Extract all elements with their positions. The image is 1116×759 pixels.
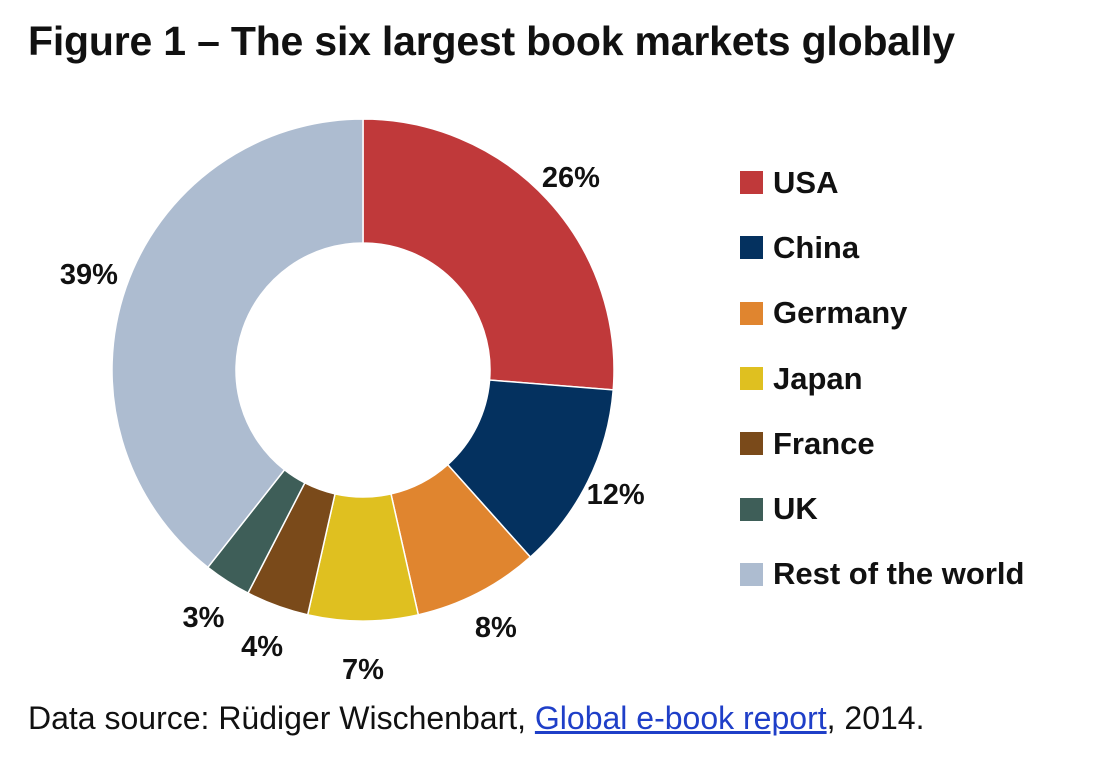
source-prefix: Data source: Rüdiger Wischenbart, <box>28 700 526 736</box>
data-label-china: 12% <box>587 479 645 511</box>
legend-label: Rest of the world <box>773 556 1025 592</box>
legend-item-usa: USA <box>740 150 1024 215</box>
legend-swatch <box>740 432 763 456</box>
data-label-rest-of-the-world: 39% <box>60 259 118 291</box>
labels-group: 26% 12% 8% 7% 4% 3% 39% <box>60 162 645 686</box>
legend-item-japan: Japan <box>740 346 1024 411</box>
legend-item-france: France <box>740 411 1024 476</box>
legend-item-uk: UK <box>740 476 1024 541</box>
legend-swatch <box>740 562 763 586</box>
legend-swatch <box>740 171 763 195</box>
chart-title: Figure 1 – The six largest book markets … <box>28 18 955 64</box>
legend-item-germany: Germany <box>740 281 1024 346</box>
legend-label: China <box>773 229 860 265</box>
donut-chart: 26% 12% 8% 7% 4% 3% 39% <box>60 118 645 686</box>
legend-label: Germany <box>773 295 908 331</box>
legend-item-china: China <box>740 215 1024 280</box>
legend-swatch <box>740 497 763 521</box>
legend-swatch <box>740 236 763 260</box>
legend-swatch <box>740 367 763 391</box>
data-label-uk: 3% <box>183 602 225 634</box>
source-link[interactable]: Global e-book report <box>534 700 827 736</box>
slice-usa <box>362 118 615 391</box>
data-label-usa: 26% <box>542 162 600 194</box>
data-label-germany: 8% <box>475 612 517 644</box>
data-label-japan: 7% <box>342 654 384 686</box>
legend-swatch <box>740 301 763 325</box>
legend-label: UK <box>773 491 818 527</box>
source-suffix: , 2014. <box>826 700 925 736</box>
legend: USA China Germany Japan France UK Rest of the … <box>740 150 1024 607</box>
legend-label: Japan <box>773 360 863 396</box>
slice-rest-of-the-world <box>111 118 364 569</box>
legend-label: USA <box>773 164 839 200</box>
legend-label: France <box>773 425 875 461</box>
slices-group <box>111 118 615 622</box>
data-source: Data source: Rüdiger Wischenbart, Global… <box>28 700 924 737</box>
data-label-france: 4% <box>241 631 283 663</box>
legend-item-rest-of-the-world: Rest of the world <box>740 542 1024 607</box>
